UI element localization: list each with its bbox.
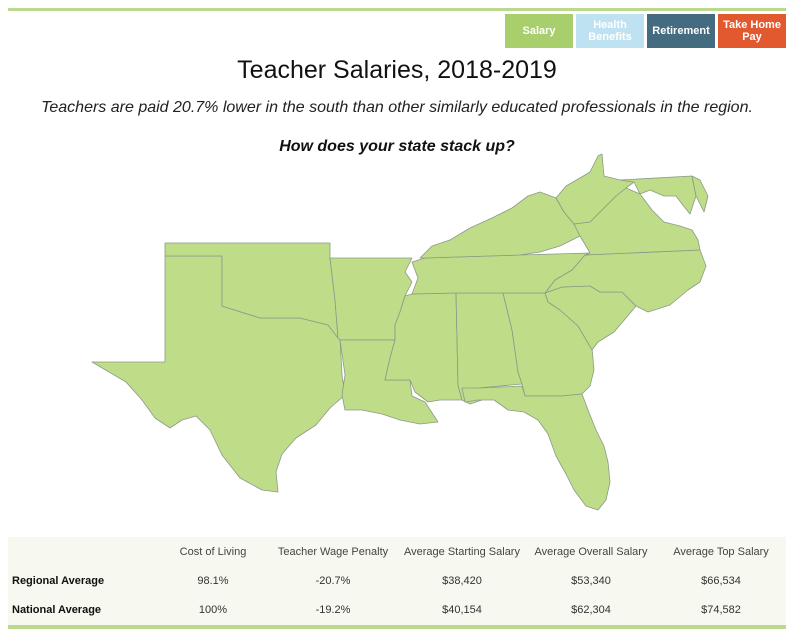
overall-salary-value: $53,340 bbox=[571, 574, 611, 587]
page-title: Teacher Salaries, 2018-2019 bbox=[237, 56, 557, 84]
page-subtitle: Teachers are paid 20.7% lower in the sou… bbox=[41, 99, 753, 116]
salary-stats-table: Cost of Living Teacher Wage Penalty Aver… bbox=[8, 537, 786, 625]
column-header-wage-penalty: Teacher Wage Penalty bbox=[277, 545, 389, 558]
tab-health-benefits[interactable]: Health Benefits bbox=[576, 14, 644, 48]
state-kentucky[interactable] bbox=[419, 191, 581, 259]
state-delaware[interactable] bbox=[691, 175, 709, 213]
tab-salary[interactable]: Salary bbox=[505, 14, 573, 48]
column-header-cost-of-living: Cost of Living bbox=[179, 545, 247, 558]
row-label: Regional Average bbox=[12, 574, 105, 587]
starting-salary-value: $38,420 bbox=[442, 574, 482, 587]
column-header-overall-salary: Average Overall Salary bbox=[534, 545, 648, 558]
row-label: National Average bbox=[12, 604, 102, 617]
top-salary-value: $74,582 bbox=[701, 604, 741, 617]
table-row-regional: Regional Average 98.1% -20.7% $38,420 $5… bbox=[8, 566, 786, 596]
cost-of-living-value: 98.1% bbox=[197, 574, 229, 587]
column-header-top-salary: Average Top Salary bbox=[673, 545, 769, 558]
tab-take-home-pay[interactable]: Take Home Pay bbox=[718, 14, 786, 48]
table-header-row: Cost of Living Teacher Wage Penalty Aver… bbox=[8, 537, 786, 566]
overall-salary-value: $62,304 bbox=[571, 604, 611, 617]
metric-tabs: Salary Health Benefits Retirement Take H… bbox=[505, 14, 786, 48]
tab-retirement[interactable]: Retirement bbox=[647, 14, 715, 48]
top-salary-value: $66,534 bbox=[701, 574, 741, 587]
cost-of-living-value: 100% bbox=[198, 604, 228, 617]
column-header-label bbox=[8, 537, 158, 566]
southern-states-map bbox=[91, 153, 709, 511]
top-divider bbox=[8, 8, 786, 11]
table-row-national: National Average 100% -19.2% $40,154 $62… bbox=[8, 596, 786, 626]
column-header-starting-salary: Average Starting Salary bbox=[404, 545, 520, 558]
wage-penalty-value: -19.2% bbox=[315, 604, 351, 617]
state-florida[interactable] bbox=[461, 385, 611, 511]
state-oklahoma[interactable] bbox=[164, 242, 339, 339]
wage-penalty-value: -20.7% bbox=[315, 574, 351, 587]
bottom-divider bbox=[8, 625, 786, 629]
starting-salary-value: $40,154 bbox=[442, 604, 482, 617]
map-prompt: How does your state stack up? bbox=[279, 138, 515, 155]
